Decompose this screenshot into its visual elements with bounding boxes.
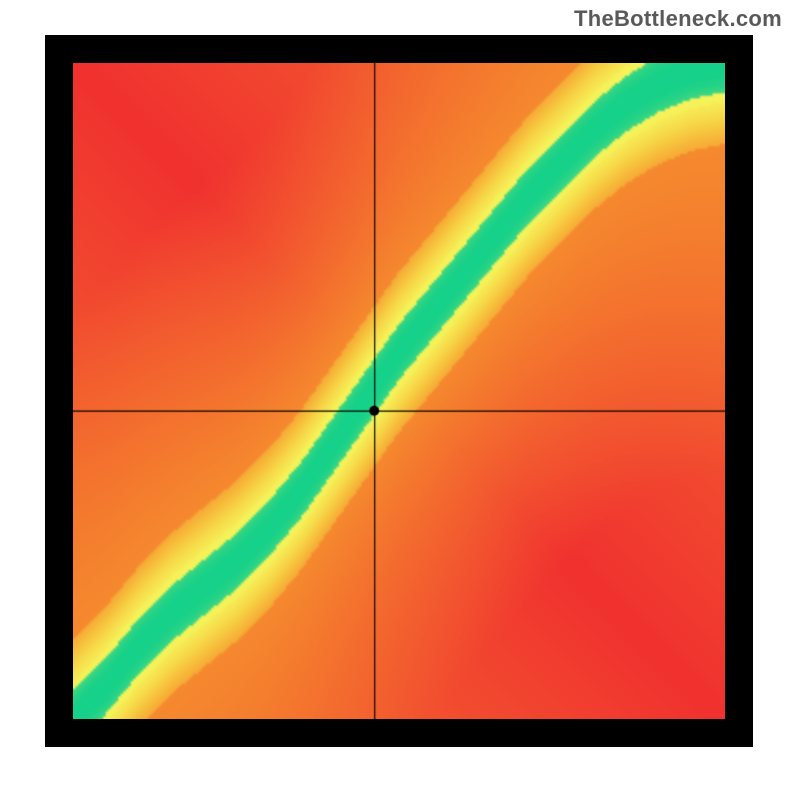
attribution-text: TheBottleneck.com xyxy=(574,6,782,32)
chart-frame xyxy=(45,35,753,747)
root: TheBottleneck.com xyxy=(0,0,800,800)
heatmap-canvas xyxy=(73,63,725,719)
